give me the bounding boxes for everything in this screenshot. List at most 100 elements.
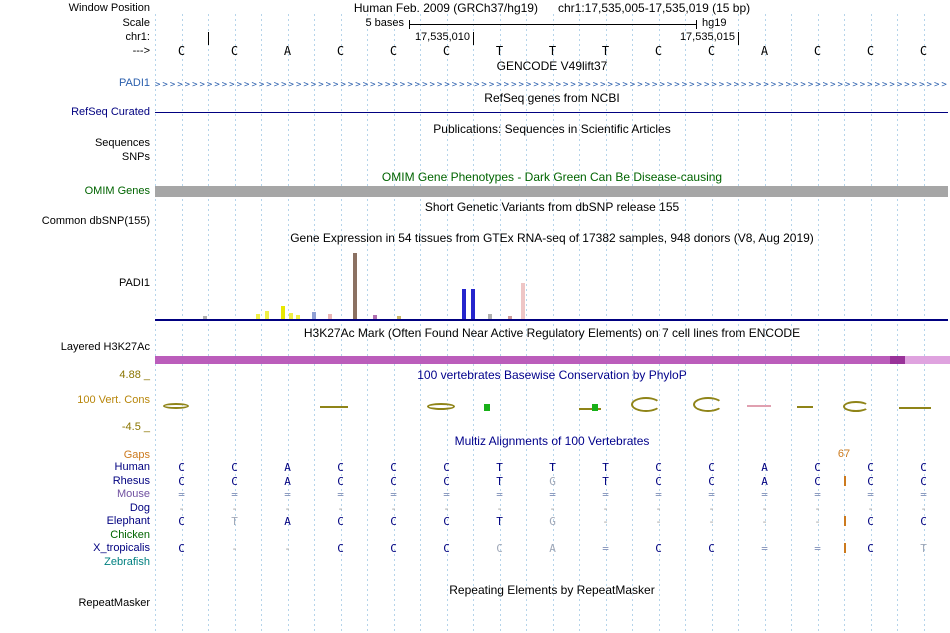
gtex-expression-bar[interactable] [203,316,207,319]
gtex-baseline [155,319,948,321]
gtex-expression-bar[interactable] [265,311,269,319]
gtex-expression-bar[interactable] [256,314,260,319]
alignment-base: - [761,515,768,528]
h3k27ac-layered-bar[interactable] [155,356,950,364]
vert-cons-label[interactable]: 100 Vert. Cons [77,394,150,406]
alignment-base: C [443,461,450,474]
gtex-expression-bar[interactable] [521,283,525,319]
ruler-base: A [760,44,769,58]
gtex-expression-bar[interactable] [397,316,401,319]
gtex-gene-label[interactable]: PADI1 [119,277,150,289]
refseq-curated-label[interactable]: RefSeq Curated [71,106,150,118]
gtex-expression-bar[interactable] [296,315,300,319]
scale-genome: hg19 [702,17,727,29]
gtex-expression-bar[interactable] [328,314,332,319]
species-label-x_tropicalis[interactable]: X_tropicalis [93,542,150,554]
alignment-base: C [920,474,927,488]
alignment-base: = [761,542,768,555]
alignment-base: = [814,488,821,501]
conservation-mark [747,405,771,407]
phylop-conservation-track[interactable] [155,396,948,422]
multiz-track-title: Multiz Alignments of 100 Vertebrates [454,434,650,448]
layered-h3k27ac-label[interactable]: Layered H3K27Ac [60,341,150,353]
alignment-base: T [549,461,556,474]
gencode-gene-label[interactable]: PADI1 [119,77,150,89]
alignment-base: - [708,501,715,515]
alignment-base: C [814,461,821,474]
alignment-base: C [337,515,344,528]
alignment-base: C [443,515,450,528]
alignment-base: = [761,488,768,501]
alignment-base: - [602,515,609,528]
h3k27ac-signal-segment[interactable] [905,356,950,364]
scale-ruler-tick-right [696,20,697,29]
species-label-mouse[interactable]: Mouse [116,488,150,500]
gtex-expression-bar[interactable] [312,312,316,319]
omim-genes-bar[interactable] [155,186,948,197]
gene-strand-arrows[interactable]: >>>>>>>>>>>>>>>>>>>>>>>>>>>>>>>>>>>>>>>>… [155,80,948,90]
species-label-human[interactable]: Human [114,461,150,473]
repeatmasker-label[interactable]: RepeatMasker [78,597,150,609]
h3k27ac-signal-segment[interactable] [890,356,905,364]
grid-line [711,14,713,633]
refseq-gene-line[interactable] [155,112,948,113]
alignment-base: A [761,474,768,488]
species-label-dog[interactable]: Dog [129,501,150,514]
gtex-expression-bar[interactable] [508,316,512,319]
alignment-base: C [655,542,662,555]
ruler-base: C [230,44,239,58]
grid-line [923,14,925,633]
grid-line [181,14,183,633]
alignment-base: T [231,515,238,528]
gtex-expression-bar[interactable] [488,314,492,319]
publications-track-title: Publications: Sequences in Scientific Ar… [433,122,671,136]
alignment-base: C [390,474,397,488]
grid-line [605,14,607,633]
alignment-base: C [867,542,874,555]
ruler-base: C [707,44,716,58]
conservation-mark [631,397,661,412]
repeatmasker-track-title: Repeating Elements by RepeatMasker [449,583,655,597]
ruler-base: C [866,44,875,58]
alignment-base: C [867,474,874,488]
species-label-chicken[interactable]: Chicken [110,528,150,541]
ruler-tick [473,32,474,45]
gencode-track-title: GENCODE V49lift37 [496,59,608,73]
common-dbsnp-label[interactable]: Common dbSNP(155) [41,215,150,227]
gtex-expression-bar[interactable] [471,289,475,319]
alignment-base: - [761,501,768,515]
gtex-expression-bar[interactable] [353,253,357,319]
grid-line [844,14,845,633]
snps-label[interactable]: SNPs [121,151,150,163]
gtex-expression-plot[interactable] [155,250,948,321]
grid-line [632,14,633,633]
conservation-mark [320,406,348,408]
scale-ruler [409,20,697,29]
species-label-zebrafish[interactable]: Zebrafish [104,555,150,568]
gtex-expression-bar[interactable] [289,313,293,319]
alignment-base: - [708,515,715,528]
h3k27ac-signal-segment[interactable] [155,356,890,364]
h3k27ac-track-title: H3K27Ac Mark (Often Found Near Active Re… [303,326,801,340]
alignment-base: - [814,501,821,515]
omim-track-title: OMIM Gene Phenotypes - Dark Green Can Be… [381,170,723,184]
alignment-base: - [284,501,291,515]
sequences-label[interactable]: Sequences [94,137,150,149]
alignment-base: T [602,474,609,488]
ruler-base: T [548,44,557,58]
gaps-label[interactable]: Gaps [123,449,150,461]
omim-genes-label[interactable]: OMIM Genes [84,185,150,197]
alignment-base: = [602,488,609,501]
species-label-rhesus[interactable]: Rhesus [112,474,150,487]
grid-line [208,14,209,633]
gtex-expression-bar[interactable] [373,315,377,319]
species-label-elephant[interactable]: Elephant [106,515,150,527]
alignment-insert-marker [844,475,846,486]
gtex-expression-bar[interactable] [462,289,466,319]
alignment-base: C [867,515,874,528]
alignment-base: = [337,488,344,501]
alignment-base: - [814,515,821,528]
gtex-expression-bar[interactable] [281,306,285,319]
strand-direction-label: ---> [132,45,150,57]
